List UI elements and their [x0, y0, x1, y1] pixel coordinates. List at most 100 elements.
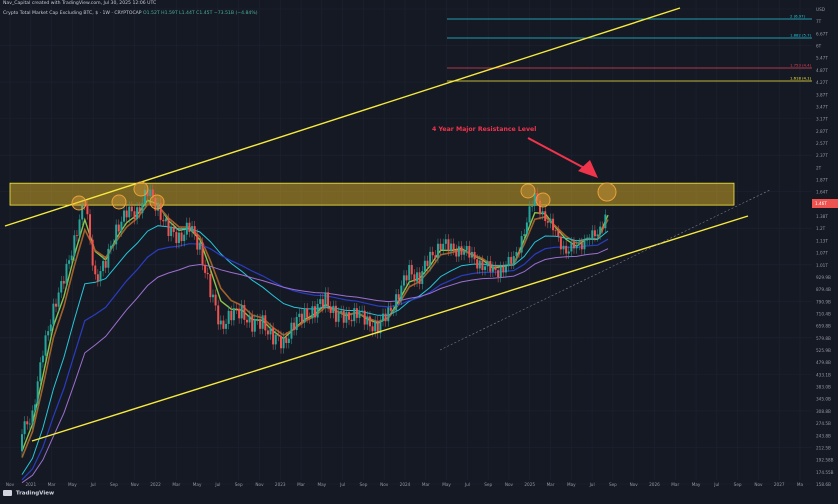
candle-body: [68, 260, 71, 264]
current-price-label: 1.46T: [815, 201, 827, 206]
candle-body: [104, 261, 107, 268]
time-tick-label: Nov: [6, 482, 15, 487]
candle-body: [164, 218, 167, 222]
candle-body: [502, 266, 505, 273]
candle-body: [109, 245, 112, 249]
time-tick-label: May: [442, 482, 451, 487]
time-tick-label: 2025: [524, 482, 535, 487]
candle-body: [452, 243, 455, 250]
candle-body: [65, 263, 68, 284]
candle-body: [49, 324, 52, 332]
candle-body: [541, 211, 544, 215]
candle-body: [232, 308, 235, 321]
candle-body: [86, 204, 89, 215]
candle-body: [512, 256, 515, 264]
candle-body: [599, 226, 602, 235]
time-tick-label: Mar: [48, 482, 56, 487]
candle-body: [423, 260, 426, 272]
candle-body: [342, 310, 345, 323]
candle-body: [206, 272, 209, 275]
candle-body: [91, 239, 94, 266]
candle-body: [293, 322, 296, 331]
candle-body: [531, 206, 534, 207]
candle-body: [115, 224, 118, 245]
candle-body: [128, 206, 131, 218]
candle-body: [298, 313, 301, 318]
time-tick-label: Mar: [172, 482, 180, 487]
price-axis[interactable]: USD 7T 6.67T 6T 5.47T 4.87T 4.27T 3.87T 3.47T 3.1…: [812, 0, 838, 500]
candle-body: [175, 232, 178, 244]
candle-body: [321, 299, 324, 308]
candle-body: [266, 330, 269, 335]
ema-short-line: [21, 199, 609, 452]
trendlines[interactable]: [4, 7, 771, 442]
candle-body: [358, 311, 361, 318]
candle-body: [227, 310, 230, 324]
time-tick-label: Sep: [484, 482, 492, 487]
candle-body: [348, 312, 351, 320]
candle-body: [303, 308, 306, 323]
candle-body: [374, 321, 377, 332]
candle-body: [60, 281, 63, 293]
candle-body: [337, 312, 340, 322]
candle-body: [52, 303, 55, 325]
time-axis[interactable]: Nov 2021 Mar May Jul Sep Nov 2022 Mar May Jul Sep No…: [6, 482, 804, 487]
candle-body: [554, 230, 557, 232]
tradingview-label: TradingView: [15, 490, 55, 497]
resistance-zone[interactable]: [9, 182, 735, 206]
candle-body: [400, 285, 403, 300]
moving-averages: [21, 199, 609, 484]
price-tick-label: 383.0B: [816, 385, 831, 390]
price-tick-label: 7T: [816, 19, 822, 24]
time-tick-label: Mar: [671, 482, 679, 487]
price-tick-label: 479.8B: [816, 360, 831, 365]
candle-body: [204, 264, 207, 273]
candle-body: [28, 423, 31, 425]
candle-body: [47, 331, 50, 336]
candle-body: [314, 306, 316, 318]
lower-support-line: [31, 215, 749, 442]
candle-body: [596, 234, 599, 237]
ema-ultra-line: [21, 248, 609, 484]
candle-body: [481, 260, 484, 271]
candle-body: [235, 308, 238, 309]
candle-body: [172, 226, 175, 233]
candle-body: [329, 306, 332, 313]
candle-body: [434, 255, 437, 258]
price-tick-label: 308.8B: [816, 409, 831, 414]
time-tick-label: Jul: [214, 482, 220, 487]
price-tick-label: 2.37T: [816, 153, 828, 158]
price-tick-label: 274.5B: [816, 421, 831, 426]
price-tick-label: 790.9B: [816, 299, 831, 304]
candle-body: [572, 242, 575, 249]
time-tick-label: Ma: [797, 482, 804, 487]
candle-body: [473, 252, 476, 260]
time-tick-label: Jul: [339, 482, 345, 487]
candle-body: [81, 204, 84, 220]
candle-body: [515, 252, 518, 257]
time-tick-label: Nov: [505, 482, 514, 487]
price-tick-label: 1.38T: [816, 214, 828, 219]
candle-body: [350, 319, 353, 322]
touch-point-circle: [71, 195, 87, 211]
time-tick-label: Nov: [754, 482, 763, 487]
candle-body: [397, 294, 400, 300]
arrow-head: [578, 160, 598, 178]
candle-body: [217, 305, 220, 325]
candle-body: [491, 266, 494, 272]
candle-body: [308, 317, 311, 319]
candle-body: [136, 207, 139, 220]
time-tick-label: May: [318, 482, 327, 487]
price-tick-label: 3.47T: [816, 104, 828, 109]
touch-point-circle: [520, 183, 536, 199]
candle-body: [494, 266, 497, 271]
candle-body: [230, 310, 233, 321]
candle-body: [269, 327, 272, 335]
annotation-arrow: [527, 137, 598, 178]
price-tick-label: 2T: [816, 165, 822, 170]
candle-body: [251, 315, 254, 332]
candle-body: [214, 294, 217, 306]
candle-body: [520, 236, 523, 253]
